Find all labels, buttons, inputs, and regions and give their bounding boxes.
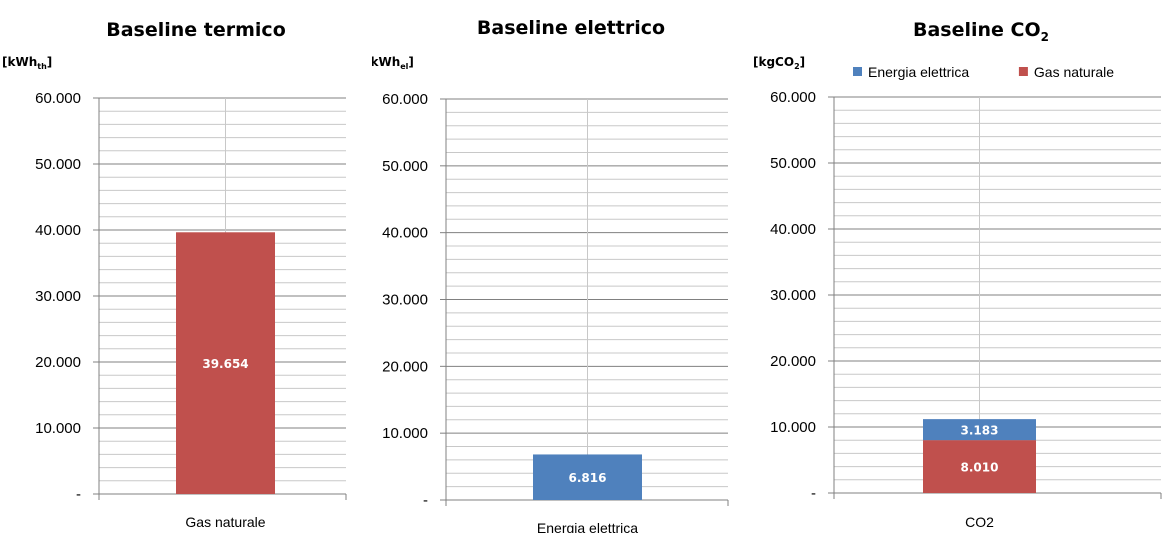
y-tick-label: 30.000 bbox=[382, 292, 428, 309]
y-tick-label: 40.000 bbox=[35, 222, 81, 239]
y-axis-unit: [kgCO2] bbox=[753, 55, 805, 71]
y-axis-unit-end: ] bbox=[408, 55, 413, 69]
bar bbox=[533, 454, 642, 500]
chart-svg: Baseline CO2[kgCO2]-10.00020.00030.00040… bbox=[753, 19, 1162, 530]
y-axis-unit: [kWhth] bbox=[2, 55, 52, 71]
y-tick-label: 20.000 bbox=[35, 354, 81, 371]
legend-swatch bbox=[853, 67, 862, 76]
chart-title: Baseline termico bbox=[106, 19, 286, 41]
legend-label: Gas naturale bbox=[1034, 64, 1114, 80]
y-tick-label: 60.000 bbox=[35, 90, 81, 107]
category-label: Gas naturale bbox=[185, 514, 265, 530]
y-tick-label: 20.000 bbox=[382, 358, 428, 375]
y-tick-label: 40.000 bbox=[382, 225, 428, 242]
y-tick-label: 40.000 bbox=[770, 221, 816, 238]
y-axis-unit-sub: th bbox=[37, 62, 47, 71]
y-tick-label: 20.000 bbox=[770, 353, 816, 370]
chart-panel-co2: Baseline CO2 [kgCO2] -10.000 20.000 30.000 40… bbox=[744, 0, 1163, 533]
y-tick-label: 10.000 bbox=[382, 425, 428, 442]
chart-title: Baseline elettrico bbox=[477, 17, 665, 39]
chart-title-main: Baseline CO bbox=[913, 19, 1041, 41]
data-label: 39.654 bbox=[202, 357, 248, 371]
y-axis-unit-end: ] bbox=[800, 55, 805, 69]
bar bbox=[923, 419, 1036, 441]
data-label: 8.010 bbox=[961, 461, 999, 475]
y-tick-label: 50.000 bbox=[35, 156, 81, 173]
y-axis-unit-main: [kWh bbox=[372, 55, 400, 69]
y-tick-label: 60.000 bbox=[382, 91, 428, 108]
chart-title-sub: 2 bbox=[1041, 30, 1049, 44]
chart-panel-elettrico: Baseline elettrico [kWhel] - 10.000 20.000 30… bbox=[372, 0, 744, 533]
y-tick-label: 50.000 bbox=[770, 155, 816, 172]
chart-svg: Baseline elettrico [kWhel] - 10.000 20.000 30… bbox=[372, 17, 729, 533]
y-tick-label: - bbox=[76, 486, 81, 503]
y-axis-unit-sub: 2 bbox=[794, 62, 800, 71]
y-tick-label: 10.000 bbox=[35, 420, 81, 437]
data-label: 6.816 bbox=[569, 471, 607, 485]
y-tick-label: 50.000 bbox=[382, 158, 428, 175]
y-tick-label: 30.000 bbox=[770, 287, 816, 304]
y-tick-label: 30.000 bbox=[35, 288, 81, 305]
category-label: CO2 bbox=[965, 514, 994, 530]
y-axis-unit-main: [kgCO bbox=[753, 55, 794, 69]
chart-panel-termico: Baseline termico [kWhth] - 10.000 20.000 30.0… bbox=[0, 0, 372, 533]
y-tick-label: - bbox=[423, 492, 428, 509]
legend-swatch bbox=[1018, 67, 1028, 76]
legend-label: Energia elettrica bbox=[868, 64, 969, 80]
y-axis-unit-main: [kWh bbox=[2, 55, 37, 69]
y-tick-label: 10.000 bbox=[770, 419, 816, 436]
y-axis-unit-end: ] bbox=[47, 55, 52, 69]
chart-title-main: Baseline termico bbox=[106, 19, 286, 41]
chart-svg: Baseline termico [kWhth] - 10.000 20.000 30.0… bbox=[2, 19, 347, 530]
y-axis-unit-sub: el bbox=[400, 62, 408, 71]
chart-title-main: Baseline elettrico bbox=[477, 17, 665, 39]
bar bbox=[923, 440, 1036, 493]
y-tick-label: 60.000 bbox=[770, 89, 816, 106]
data-label: 3.183 bbox=[961, 424, 999, 438]
y-tick-label: - bbox=[811, 485, 816, 502]
bar bbox=[176, 232, 275, 494]
y-axis-unit: [kWhel] bbox=[372, 55, 414, 71]
chart-title: Baseline CO2 bbox=[913, 19, 1049, 44]
category-label: Energia elettrica bbox=[537, 520, 638, 533]
